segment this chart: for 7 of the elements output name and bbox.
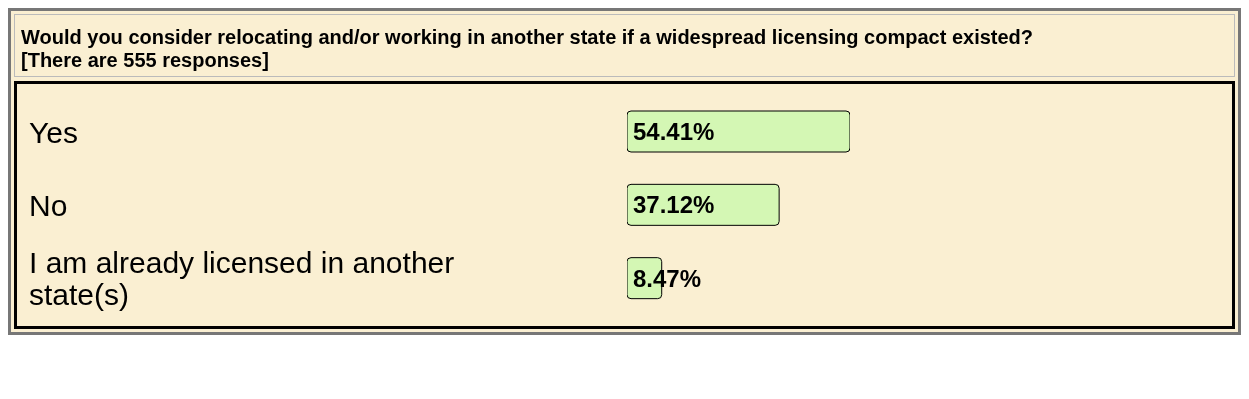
y-tick-label: No: [29, 188, 68, 222]
y-tick-label: I am already licensed in another state(s): [29, 245, 455, 311]
data-label: 54.41%: [633, 118, 715, 145]
chart-title: Would you consider relocating and/or working in another state if a widespread licensing compact existed?: [21, 26, 1034, 48]
data-label: 37.12%: [633, 191, 715, 219]
text: [There are 555 responses]: [21, 48, 270, 72]
y-tick-label: Yes: [29, 115, 78, 149]
